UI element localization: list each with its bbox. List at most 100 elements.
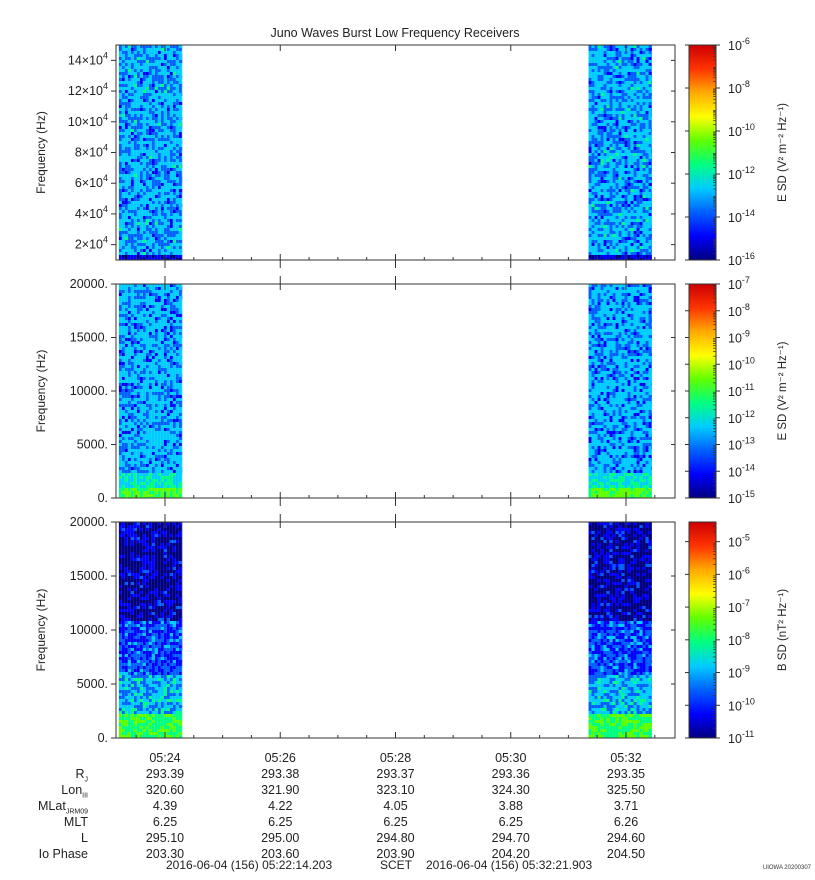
y-axis-label: Frequency (Hz) [34, 111, 48, 194]
ephemeris-value: 293.38 [261, 767, 300, 781]
colorbar-label: B SD (nT² Hz⁻¹) [777, 589, 789, 671]
figure-title: Juno Waves Burst Low Frequency Receivers [271, 26, 520, 40]
ephemeris-value: 4.39 [152, 799, 178, 813]
ephemeris-label: Io Phase [38, 847, 88, 861]
ephemeris-value: 293.39 [145, 767, 185, 781]
credit-stamp: UIOWA 20200307 [762, 865, 811, 871]
colorbar-tick-label: 10-10 [728, 696, 755, 713]
ephemeris-value: 6.25 [268, 815, 293, 829]
y-tick-label: 10000. [70, 623, 108, 637]
colorbar-tick-label: 10-10 [728, 355, 755, 372]
y-tick-label: 0. [98, 731, 108, 745]
ephemeris-value: 6.25 [498, 815, 523, 829]
colorbar-tick-label: 10-15 [728, 489, 755, 506]
ephemeris-value: 320.60 [145, 783, 185, 797]
ephemeris-label: RJ [75, 767, 88, 784]
footer-start-time: 2016-06-04 (156) 05:22:14.203 [166, 858, 333, 872]
y-tick-label: 5000. [77, 677, 108, 691]
y-tick-label: 4×104 [75, 204, 108, 221]
ephemeris-value: 295.00 [261, 831, 300, 845]
colorbar [688, 44, 717, 261]
ephemeris-value: 324.30 [491, 783, 530, 797]
y-tick-label: 0. [98, 491, 108, 505]
colorbar-tick-label: 10-12 [728, 409, 755, 426]
y-tick-label: 20000. [70, 515, 108, 529]
colorbar-tick-label: 10-11 [728, 382, 754, 399]
y-tick-label: 8×104 [75, 143, 108, 160]
colorbar-tick-label: 10-6 [728, 36, 750, 53]
ephemeris-value: 6.25 [383, 815, 408, 829]
colorbar-tick-label: 10-9 [728, 329, 750, 346]
ephemeris-value: 323.10 [376, 783, 415, 797]
ephemeris-value: 204.50 [606, 847, 646, 861]
colorbar-tick-label: 10-8 [728, 79, 750, 96]
ephemeris-value: 325.50 [606, 783, 646, 797]
ephemeris-label: MLatJRM09 [38, 799, 88, 816]
colorbar-tick-label: 10-14 [728, 462, 755, 479]
ephemeris-value: 6.26 [613, 815, 639, 829]
ephemeris-value: 204.20 [491, 847, 530, 861]
ephemeris-label: LonIII [61, 783, 88, 800]
spectrogram-block [588, 45, 652, 260]
spectrogram-block [118, 522, 183, 738]
ephemeris-value: 294.80 [376, 831, 415, 845]
y-axis-label: Frequency (Hz) [34, 589, 48, 672]
colorbar-tick-label: 10-14 [728, 208, 755, 225]
y-tick-label: 15000. [70, 331, 108, 345]
ephemeris-value: 293.35 [606, 767, 646, 781]
colorbar [688, 521, 717, 739]
ephemeris-label: L [81, 831, 88, 845]
colorbar-tick-label: 10-6 [728, 565, 750, 582]
ephemeris-value: 203.90 [376, 847, 415, 861]
ephemeris-value: 295.10 [145, 831, 185, 845]
ephemeris-value: 321.90 [261, 783, 300, 797]
y-tick-label: 15000. [70, 569, 108, 583]
y-tick-label: 12×104 [68, 81, 108, 98]
colorbar-tick-label: 10-5 [728, 533, 750, 550]
colorbar-tick-label: 10-8 [728, 302, 750, 319]
time-tick-label: 05:24 [149, 751, 180, 765]
colorbar [688, 283, 717, 499]
footer-end-time: 2016-06-04 (156) 05:32:21.903 [426, 858, 593, 872]
ephemeris-value: 294.60 [606, 831, 646, 845]
y-tick-label: 14×104 [68, 50, 108, 67]
colorbar-tick-label: 10-8 [728, 631, 750, 648]
ephemeris-value: 294.70 [491, 831, 530, 845]
y-axis-label: Frequency (Hz) [34, 350, 48, 433]
time-tick-label: 05:26 [265, 751, 296, 765]
colorbar-tick-label: 10-10 [728, 122, 755, 139]
colorbar-tick-label: 10-7 [728, 275, 750, 292]
ephemeris-value: 3.71 [613, 799, 639, 813]
ephemeris-value: 203.60 [261, 847, 300, 861]
time-tick-label: 05:32 [610, 751, 641, 765]
colorbar-label: E SD (V² m⁻² Hz⁻¹) [777, 341, 789, 440]
ephemeris-value: 293.36 [491, 767, 530, 781]
colorbar-tick-label: 10-9 [728, 664, 750, 681]
colorbar-tick-label: 10-16 [728, 251, 755, 268]
panel-2: 0. 5000. 10000. 15000. 20000. Frequency (Hz) 1… [34, 275, 789, 506]
y-tick-label: 5000. [77, 438, 108, 452]
ephemeris-value: 4.05 [383, 799, 408, 813]
ephemeris-value: 6.25 [152, 815, 178, 829]
time-tick-label: 05:30 [495, 751, 526, 765]
footer-scet-label: SCET [380, 858, 413, 872]
colorbar-tick-label: 10-7 [728, 598, 750, 615]
colorbar-tick-label: 10-13 [728, 436, 755, 453]
spectrogram-block [588, 522, 652, 738]
ephemeris-value: 3.88 [498, 799, 523, 813]
panel-1: 2×104 4×104 6×104 8×104 10×104 12×104 14×104 Fr… [34, 36, 789, 268]
y-tick-label: 10×104 [68, 112, 108, 129]
spectrogram-block [118, 45, 183, 260]
colorbar-label: E SD (V² m⁻² Hz⁻¹) [777, 103, 789, 202]
panel-3: 0. 5000. 10000. 15000. 20000. Frequency (Hz) 1… [34, 514, 789, 746]
ephemeris-value: 4.22 [268, 799, 293, 813]
y-tick-label: 10000. [70, 384, 108, 398]
y-tick-label: 20000. [70, 277, 108, 291]
spectrogram-block [588, 284, 652, 498]
colorbar-tick-label: 10-12 [728, 165, 755, 182]
ephemeris-value: 293.37 [376, 767, 415, 781]
y-tick-label: 6×104 [75, 173, 108, 190]
y-tick-label: 2×104 [75, 235, 108, 252]
colorbar-tick-label: 10-11 [728, 729, 754, 746]
